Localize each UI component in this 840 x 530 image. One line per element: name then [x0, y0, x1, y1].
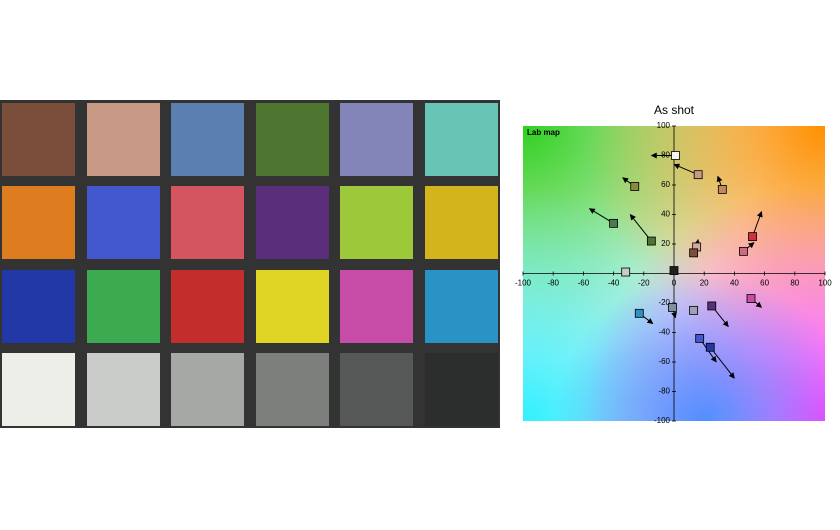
color-patch	[171, 270, 244, 343]
color-patch	[256, 353, 329, 426]
point	[693, 170, 703, 180]
x-tick-label: 80	[790, 279, 799, 288]
point	[689, 305, 699, 315]
point	[634, 308, 644, 318]
color-patch	[87, 186, 160, 259]
checker-frame	[0, 100, 500, 428]
color-patch	[256, 103, 329, 176]
y-tick-label: 60	[661, 180, 670, 189]
point	[707, 301, 717, 311]
color-patch	[425, 270, 498, 343]
point	[695, 333, 705, 343]
color-patch	[171, 186, 244, 259]
x-tick-label: 0	[672, 279, 677, 288]
x-tick-label: -60	[578, 279, 590, 288]
point	[705, 342, 715, 352]
x-tick-label: 20	[700, 279, 709, 288]
point	[630, 182, 640, 191]
shift-arrow	[709, 346, 735, 379]
x-tick-label: 40	[730, 279, 739, 288]
point	[717, 185, 727, 194]
y-tick-label: 20	[661, 239, 670, 248]
color-checker	[0, 100, 500, 428]
point	[746, 294, 756, 303]
color-patch	[171, 353, 244, 426]
color-patch	[2, 186, 75, 259]
point	[646, 236, 656, 246]
color-patch	[425, 103, 498, 176]
color-patch	[2, 103, 75, 176]
color-patch	[340, 103, 413, 176]
point	[668, 303, 677, 312]
color-patch	[425, 353, 498, 426]
color-patch	[2, 353, 75, 426]
point	[689, 248, 699, 258]
color-patch	[340, 186, 413, 259]
x-tick-label: 60	[760, 279, 769, 288]
y-tick-label: -80	[658, 387, 670, 396]
point	[739, 246, 748, 256]
y-tick-label: 40	[661, 210, 670, 219]
color-patch	[340, 353, 413, 426]
y-tick-label: -100	[654, 416, 671, 425]
y-tick-label: -40	[658, 328, 670, 337]
y-tick-label: 100	[657, 121, 671, 130]
shift-arrow	[629, 214, 652, 242]
color-patch	[256, 270, 329, 343]
point	[621, 267, 631, 277]
color-patch	[87, 353, 160, 426]
color-patch	[87, 270, 160, 343]
point	[671, 151, 680, 160]
y-tick-label: -20	[658, 298, 670, 307]
point	[609, 218, 618, 228]
point	[669, 266, 679, 275]
color-patch	[87, 103, 160, 176]
color-patch	[425, 186, 498, 259]
color-patch	[2, 270, 75, 343]
color-patch	[256, 186, 329, 259]
x-tick-label: 100	[818, 279, 832, 288]
annotation: Lab map	[527, 128, 560, 137]
chart-title: As shot	[654, 103, 695, 117]
x-tick-label: -80	[547, 279, 559, 288]
x-tick-label: -40	[608, 279, 620, 288]
color-patch	[340, 270, 413, 343]
x-tick-label: -100	[515, 279, 532, 288]
y-tick-label: -60	[658, 357, 670, 366]
point	[748, 232, 757, 242]
x-tick-label: -20	[638, 279, 650, 288]
color-patch	[171, 103, 244, 176]
